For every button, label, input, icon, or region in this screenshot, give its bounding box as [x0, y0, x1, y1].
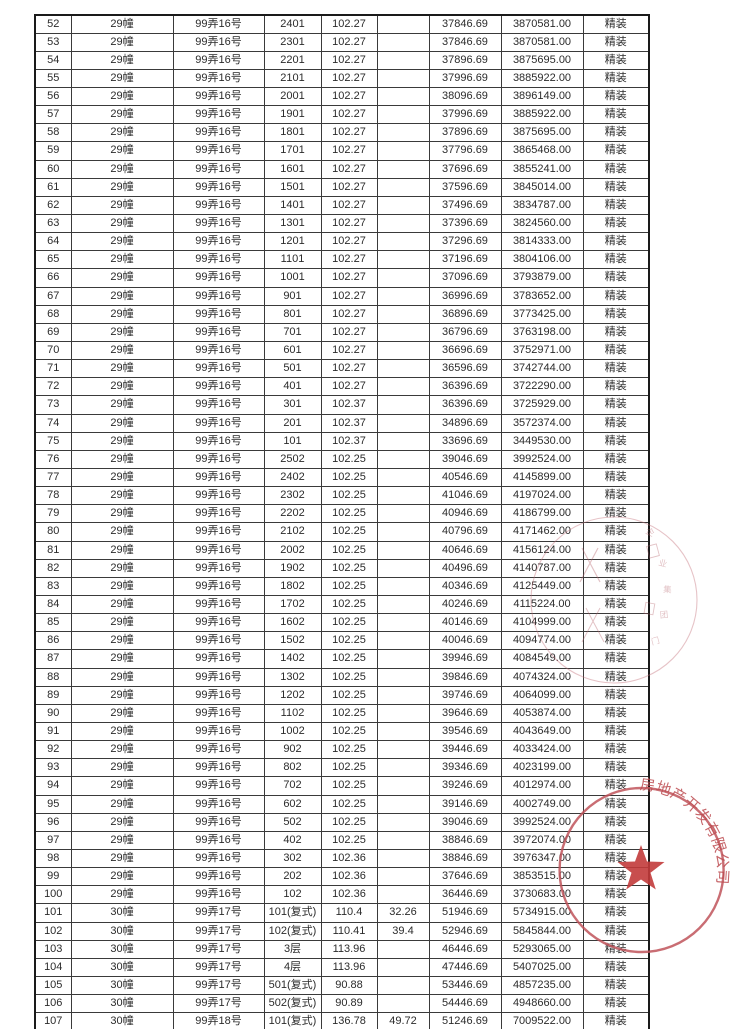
svg-text:团: 团 — [659, 608, 669, 621]
svg-text:业: 业 — [657, 556, 668, 570]
svg-text:集: 集 — [663, 583, 673, 596]
svg-text:房地产开发有限公司: 房地产开发有限公司 — [639, 773, 734, 885]
svg-text:门: 门 — [650, 634, 661, 648]
